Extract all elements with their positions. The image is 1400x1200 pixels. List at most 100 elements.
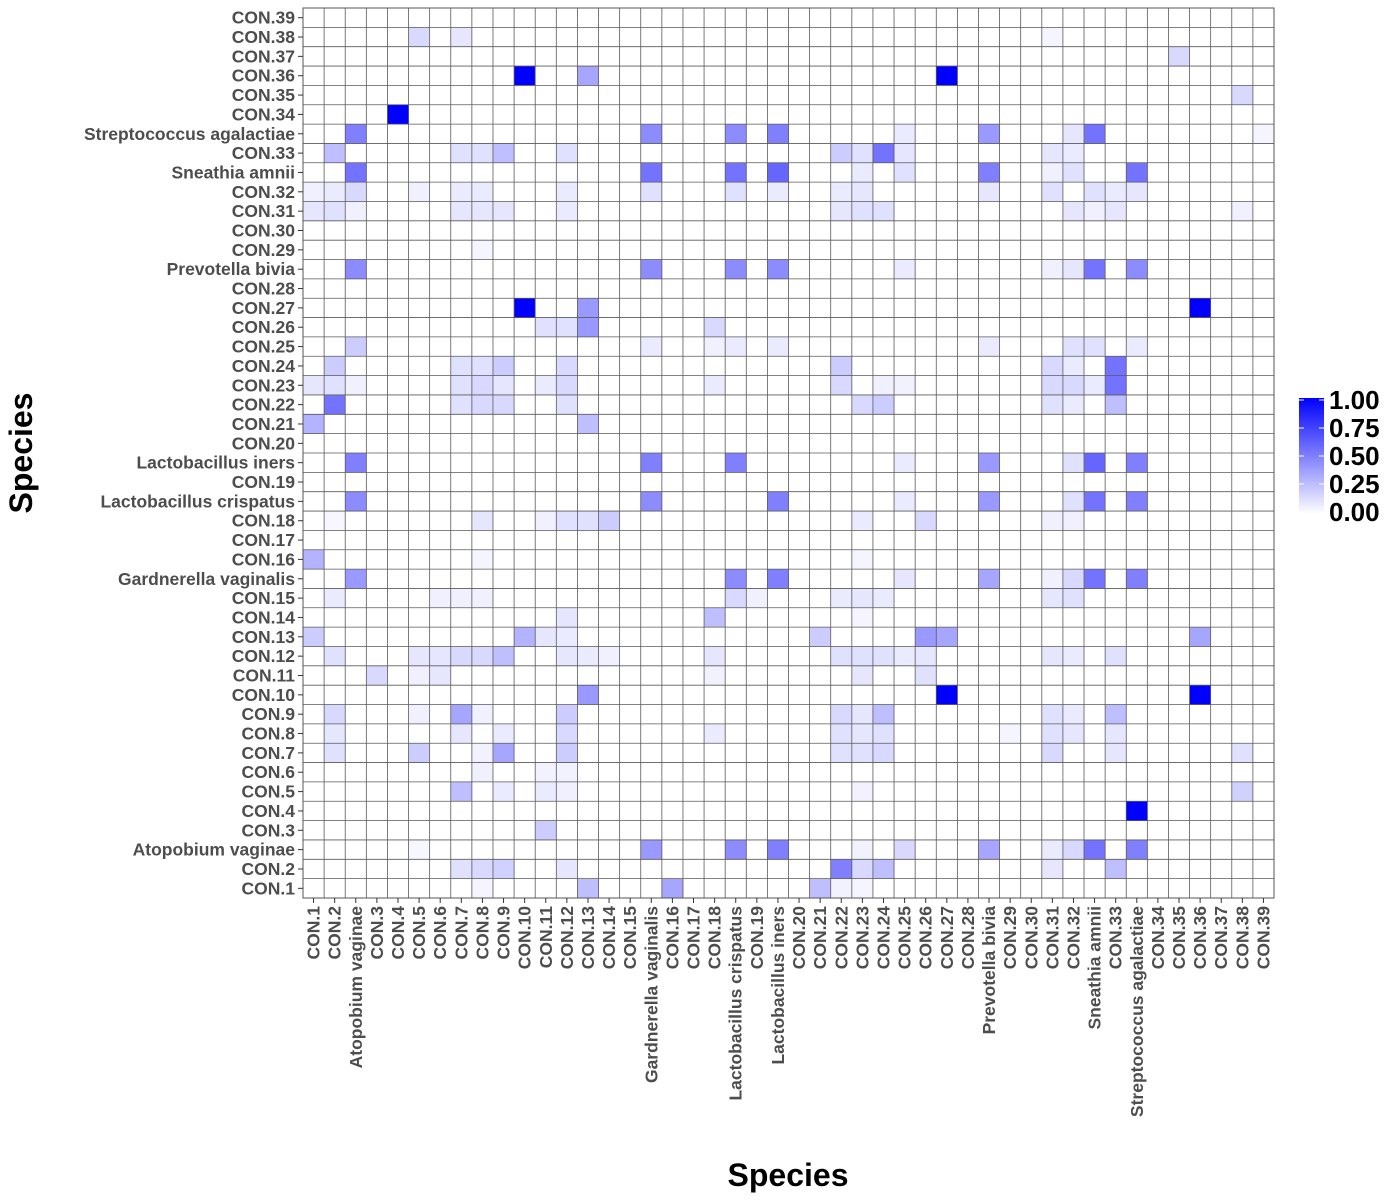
heatmap-cell: [830, 646, 853, 667]
heatmap-cell: [851, 143, 874, 164]
heatmap-cell: [725, 259, 747, 280]
heatmap-cell: [746, 588, 768, 609]
heatmap-cell: [830, 723, 853, 744]
heatmap-cell: [1126, 801, 1148, 821]
heatmap-cell: [492, 743, 515, 763]
heatmap-cell: [1126, 453, 1148, 473]
y-tick-label: CON.20: [232, 433, 295, 453]
heatmap-cell: [851, 607, 874, 628]
y-tick-label: CON.28: [232, 279, 295, 299]
heatmap-cell: [725, 162, 747, 183]
x-tick-label: Gardnerella vaginalis: [641, 906, 661, 1083]
heatmap-cell: [830, 859, 853, 879]
x-tick-label: CON.16: [662, 906, 682, 969]
heatmap-cell: [535, 511, 557, 531]
heatmap-cell: [894, 375, 916, 396]
x-tick-label: CON.34: [1148, 906, 1168, 969]
y-axis-title: Species: [3, 393, 39, 514]
heatmap-cell: [577, 66, 599, 86]
heatmap-cell: [851, 162, 874, 183]
heatmap-cell: [450, 375, 473, 396]
heatmap-cell: [1084, 569, 1106, 589]
heatmap-cell: [894, 124, 916, 144]
heatmap-cell: [1126, 336, 1148, 357]
heatmap-cell: [1041, 143, 1064, 164]
heatmap-cell: [556, 356, 578, 376]
heatmap-cell: [577, 878, 599, 899]
heatmap-cell: [324, 723, 346, 744]
heatmap-cell: [1189, 298, 1211, 318]
heatmap-cell: [661, 878, 684, 899]
heatmap-grid: [303, 8, 1274, 898]
legend-tick-label: 0.50: [1329, 441, 1380, 471]
heatmap-cell: [1041, 375, 1064, 396]
heatmap-cell: [1041, 588, 1064, 609]
x-tick-label: CON.27: [937, 906, 957, 969]
heatmap-cell: [598, 511, 620, 531]
heatmap-cell: [450, 723, 473, 744]
heatmap-cell: [556, 317, 578, 338]
x-tick-label: CON.22: [831, 906, 851, 969]
heatmap-cell: [471, 511, 494, 531]
heatmap-cell: [1105, 743, 1127, 763]
heatmap-cell: [704, 723, 726, 744]
heatmap-cell: [492, 201, 515, 222]
heatmap-cell: [978, 124, 1000, 144]
y-tick-label: Lactobacillus crispatus: [100, 491, 295, 511]
heatmap-cell: [556, 201, 578, 222]
heatmap-cell: [725, 182, 747, 202]
heatmap-cell: [1189, 627, 1211, 647]
heatmap-cell: [450, 182, 473, 202]
heatmap-cell: [514, 627, 536, 647]
heatmap-cell: [535, 781, 557, 802]
heatmap-cell: [303, 549, 325, 570]
heatmap-cell: [471, 743, 494, 763]
heatmap-cell: [978, 839, 1000, 860]
heatmap-cell: [1041, 569, 1064, 589]
heatmap-cell: [366, 665, 388, 686]
x-tick-label: CON.7: [451, 906, 471, 959]
y-tick-label: CON.32: [232, 182, 295, 202]
legend: 1.000.750.500.250.00: [1299, 385, 1380, 527]
heatmap-cell: [872, 723, 895, 744]
heatmap-cell: [704, 336, 726, 357]
heatmap-cell: [725, 839, 747, 860]
heatmap-cell: [450, 27, 473, 47]
x-tick-label: CON.3: [367, 906, 387, 960]
y-tick-label: CON.4: [242, 801, 296, 821]
y-tick-label: CON.9: [242, 704, 296, 724]
x-tick-label: CON.8: [472, 906, 492, 960]
x-tick-label: Streptococcus agalactiae: [1127, 906, 1147, 1117]
x-tick-label: CON.31: [1042, 906, 1062, 969]
heatmap-cell: [830, 375, 853, 396]
heatmap-cell: [408, 704, 430, 725]
x-axis-ticks: CON.1 CON.2 Atopobium vaginae CON.3 CON.4 CON…: [304, 898, 1273, 1117]
heatmap-cell: [1126, 569, 1148, 589]
heatmap-cell: [556, 781, 578, 802]
heatmap-cell: [577, 685, 599, 705]
heatmap-cell: [492, 859, 515, 879]
heatmap-cell: [408, 839, 430, 860]
y-tick-label: CON.6: [242, 762, 296, 782]
heatmap-cell: [535, 820, 557, 841]
x-tick-label: CON.5: [409, 906, 429, 960]
x-tick-label: CON.35: [1169, 906, 1189, 969]
heatmap-cell: [1062, 201, 1085, 222]
heatmap-cell: [1062, 704, 1085, 725]
y-tick-label: CON.30: [232, 221, 295, 241]
x-tick-label: CON.39: [1253, 906, 1273, 969]
heatmap-cell: [1126, 162, 1148, 183]
heatmap-cell: [851, 201, 874, 222]
heatmap-cell: [303, 182, 325, 202]
heatmap-cell: [345, 569, 367, 589]
y-tick-label: CON.3: [242, 820, 296, 840]
x-tick-label: CON.15: [620, 906, 640, 969]
heatmap-cell: [851, 394, 874, 415]
heatmap-cell: [598, 646, 620, 667]
heatmap-cell: [704, 317, 726, 338]
x-tick-label: CON.6: [430, 906, 450, 960]
x-tick-label: CON.17: [684, 906, 704, 969]
x-tick-label: CON.37: [1211, 906, 1231, 969]
heatmap-cell: [851, 511, 874, 531]
heatmap-cell: [471, 762, 494, 783]
